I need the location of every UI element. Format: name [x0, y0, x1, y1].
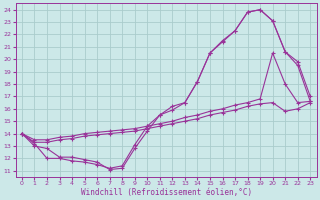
X-axis label: Windchill (Refroidissement éolien,°C): Windchill (Refroidissement éolien,°C): [81, 188, 252, 197]
